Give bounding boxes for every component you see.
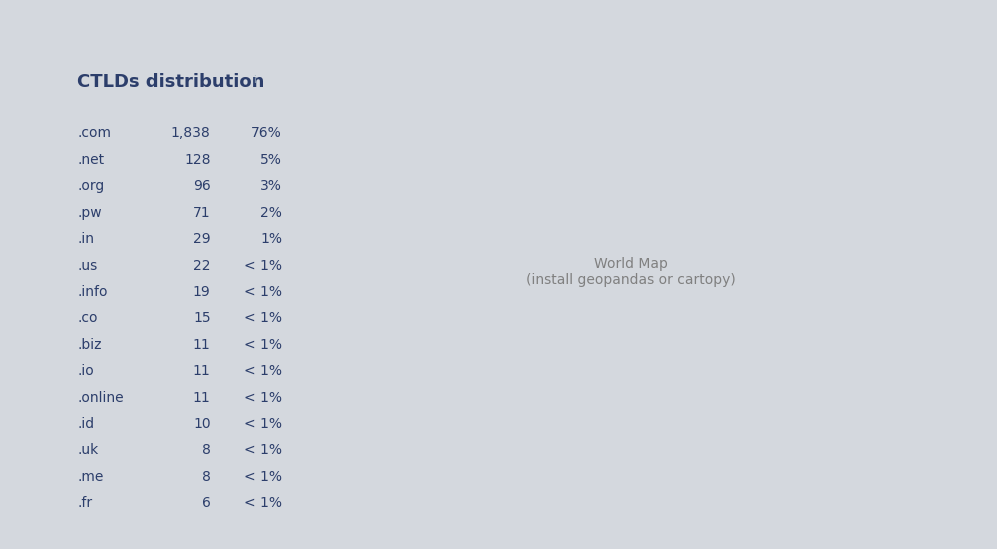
Text: < 1%: < 1% [244, 496, 282, 510]
Text: .us: .us [78, 259, 98, 272]
Text: < 1%: < 1% [244, 470, 282, 484]
Text: .fr: .fr [78, 496, 93, 510]
Text: .biz: .biz [78, 338, 102, 352]
Text: CTLDs distribution: CTLDs distribution [78, 72, 264, 91]
Text: 5%: 5% [260, 153, 282, 167]
Text: < 1%: < 1% [244, 417, 282, 431]
Text: 1%: 1% [260, 232, 282, 246]
Text: < 1%: < 1% [244, 285, 282, 299]
Text: 8: 8 [201, 470, 210, 484]
Text: .info: .info [78, 285, 108, 299]
Text: 96: 96 [192, 180, 210, 193]
Text: 29: 29 [193, 232, 210, 246]
Text: < 1%: < 1% [244, 338, 282, 352]
Text: .uk: .uk [78, 444, 99, 457]
Text: 1,838: 1,838 [170, 126, 210, 141]
Text: < 1%: < 1% [244, 444, 282, 457]
Text: 71: 71 [193, 206, 210, 220]
Text: < 1%: < 1% [244, 311, 282, 326]
Text: < 1%: < 1% [244, 259, 282, 272]
Text: .org: .org [78, 180, 105, 193]
Text: 22: 22 [193, 259, 210, 272]
Text: i: i [253, 75, 256, 85]
Text: 76%: 76% [251, 126, 282, 141]
Text: 10: 10 [193, 417, 210, 431]
Text: .me: .me [78, 470, 104, 484]
Text: .com: .com [78, 126, 112, 141]
Text: 15: 15 [193, 311, 210, 326]
Text: .co: .co [78, 311, 98, 326]
Text: < 1%: < 1% [244, 364, 282, 378]
Text: < 1%: < 1% [244, 390, 282, 405]
Text: .pw: .pw [78, 206, 102, 220]
Text: 11: 11 [192, 338, 210, 352]
Text: 3%: 3% [260, 180, 282, 193]
Text: 128: 128 [184, 153, 210, 167]
Text: .online: .online [78, 390, 124, 405]
Text: .net: .net [78, 153, 105, 167]
Text: .id: .id [78, 417, 95, 431]
Text: .in: .in [78, 232, 95, 246]
Text: .io: .io [78, 364, 94, 378]
Text: 6: 6 [201, 496, 210, 510]
Text: World Map
(install geopandas or cartopy): World Map (install geopandas or cartopy) [525, 256, 736, 287]
Text: 8: 8 [201, 444, 210, 457]
Text: 19: 19 [192, 285, 210, 299]
Text: 11: 11 [192, 364, 210, 378]
Text: 2%: 2% [260, 206, 282, 220]
Text: 11: 11 [192, 390, 210, 405]
